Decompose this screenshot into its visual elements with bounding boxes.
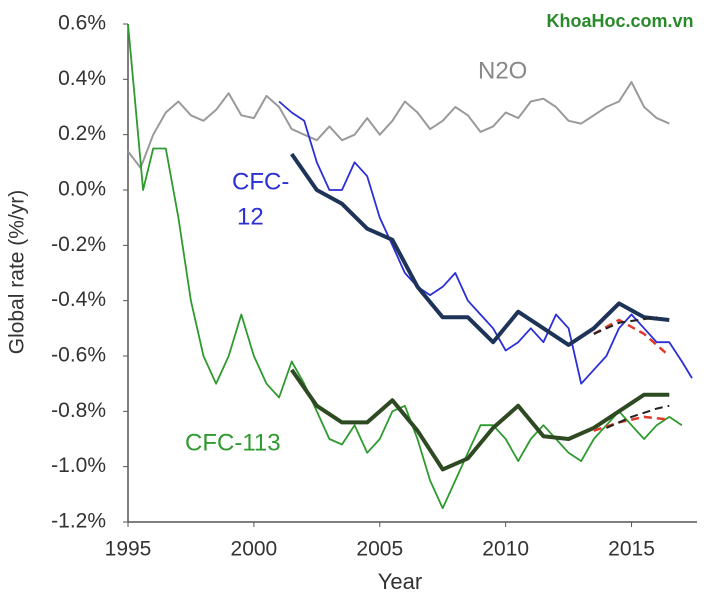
x-tick-label: 2005 bbox=[356, 538, 403, 561]
y-tick-label: 0.0% bbox=[58, 178, 106, 201]
y-tick-label: -0.2% bbox=[51, 233, 106, 256]
series-line bbox=[278, 100, 693, 385]
watermark: KhoaHoc.com.vn bbox=[546, 11, 693, 31]
x-tick-label: 1995 bbox=[105, 538, 152, 561]
y-tick-label: -1.0% bbox=[51, 454, 106, 477]
annotation: 12 bbox=[237, 203, 264, 230]
series-line bbox=[593, 415, 670, 432]
x-tick-label: 2010 bbox=[482, 538, 529, 561]
y-tick-label: 0.2% bbox=[58, 122, 106, 145]
annotation: CFC-113 bbox=[185, 429, 281, 456]
series-line bbox=[593, 316, 657, 335]
annotation: N2O bbox=[478, 57, 527, 84]
y-tick-label: -0.4% bbox=[51, 288, 106, 311]
y-tick-label: 0.4% bbox=[58, 67, 106, 90]
y-tick-label: -0.8% bbox=[51, 399, 106, 422]
y-axis-label: Global rate (%/yr) bbox=[6, 190, 29, 355]
series-line bbox=[290, 368, 670, 472]
x-axis-label: Year bbox=[378, 569, 422, 594]
x-tick-label: 2000 bbox=[231, 538, 278, 561]
y-tick-label: -0.6% bbox=[51, 344, 106, 367]
series-line bbox=[127, 81, 670, 169]
y-tick-label: -1.2% bbox=[51, 510, 106, 533]
series-line bbox=[605, 404, 670, 429]
series-line bbox=[290, 152, 670, 347]
y-tick-label: 0.6% bbox=[58, 12, 106, 35]
x-tick-label: 2015 bbox=[608, 538, 655, 561]
series-line bbox=[593, 318, 671, 357]
annotation: CFC- bbox=[232, 168, 289, 195]
